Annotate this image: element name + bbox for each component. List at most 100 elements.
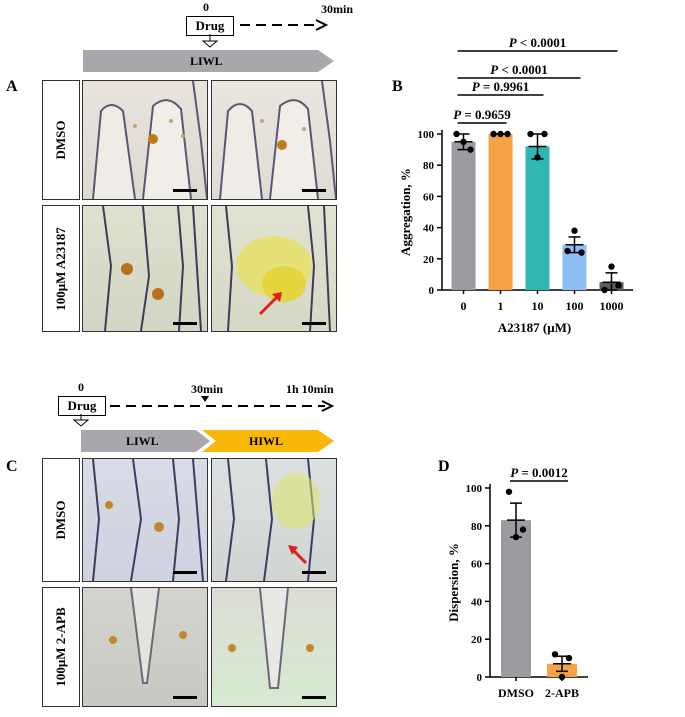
drug-label: Drug (195, 18, 225, 33)
data-point (534, 154, 541, 161)
liwl-label-a: LIWL (190, 54, 223, 68)
bar (501, 520, 531, 677)
drug-down-arrow-icon (72, 414, 90, 427)
scale-bar (302, 696, 326, 699)
scale-bar (173, 696, 197, 699)
y-tick-label: 80 (423, 160, 435, 172)
timeline-a-end: 30min (321, 2, 354, 16)
significance-label: P = 0.9961 (472, 79, 530, 94)
chart-b: 0 20 40 60 80 100 Aggregation, % 0 1 10 100 1000 A23… (398, 38, 633, 335)
y-tick-label: 20 (471, 634, 483, 646)
micrograph-a-dmso-after (211, 80, 337, 200)
micrograph-c-dmso-after (211, 458, 337, 582)
micrograph-c-2apb-after (211, 587, 337, 707)
panel-letter-c: C (6, 458, 18, 475)
panel-letter-b: B (392, 78, 403, 95)
timeline-a-arrows (83, 19, 334, 72)
x-tick-label: DMSO (498, 686, 534, 700)
scale-bar (302, 322, 326, 325)
scale-bar (173, 571, 197, 574)
x-tick-label: 1000 (600, 299, 624, 313)
data-point (615, 282, 622, 289)
significance-label: P < 0.0001 (509, 38, 567, 50)
micrograph-c-dmso-before (82, 458, 208, 582)
data-point (453, 130, 460, 138)
data-point (565, 654, 573, 662)
data-point (601, 286, 608, 294)
micrograph-a-a23187-after (211, 205, 337, 332)
x-tick-label: 100 (566, 299, 584, 313)
timeline-a-start: 0 (203, 0, 209, 14)
data-point (460, 138, 467, 145)
significance-label: P = 0.0012 (510, 465, 568, 480)
chart-d: 0 20 40 60 80 100 Dispersion, % DMSO 2-APB P = 0.… (446, 465, 588, 700)
data-point (467, 146, 474, 153)
y-tick-label: 0 (429, 285, 435, 297)
timeline-c-arrowhead-icon (321, 400, 335, 412)
timeline-c-arrows (72, 396, 335, 452)
data-point (578, 249, 585, 256)
hiwl-bar-c (202, 430, 334, 452)
row-label-c-2apb: 100μM 2-APB (42, 587, 80, 707)
x-tick-label: 10 (532, 299, 544, 313)
y-axis-label: Dispersion, % (446, 543, 461, 622)
liwl-label-c: LIWL (126, 434, 159, 448)
timepoint-marker-icon (201, 396, 209, 402)
liwl-bar-a (83, 50, 334, 72)
data-point (527, 130, 534, 138)
data-point (551, 651, 559, 658)
y-tick-label: 0 (477, 672, 483, 684)
scale-bar (173, 189, 197, 192)
y-tick-label: 100 (466, 483, 483, 495)
data-point (497, 130, 504, 138)
x-tick-label: 1 (498, 299, 504, 313)
y-axis-label: Aggregation, % (398, 168, 413, 256)
data-point (504, 130, 511, 138)
drug-down-arrow-icon (201, 34, 219, 48)
data-point (512, 533, 520, 541)
data-point (519, 526, 527, 533)
x-tick-label: 0 (461, 299, 467, 313)
data-point (541, 130, 548, 138)
timeline-c-end: 1h 10min (286, 382, 334, 396)
significance-label: P = 0.9659 (453, 107, 511, 122)
timeline-a-arrowhead-icon (315, 19, 329, 31)
x-axis-label: A23187 (μM) (498, 320, 571, 335)
timeline-c-mid: 30min (191, 382, 224, 396)
bar (525, 146, 550, 290)
drug-label: Drug (67, 398, 97, 413)
data-point (490, 130, 497, 138)
x-tick-label: 2-APB (545, 686, 579, 700)
y-tick-label: 60 (471, 559, 483, 571)
panel-letter-d: D (438, 458, 450, 475)
micrograph-c-2apb-before (82, 587, 208, 707)
timeline-c-start: 0 (78, 380, 84, 394)
red-arrow-icon (258, 294, 280, 316)
row-label-c-dmso: DMSO (42, 458, 80, 582)
row-label-a-a23187: 100μM A23187 (42, 205, 80, 332)
significance-label: P < 0.0001 (490, 62, 548, 77)
y-tick-label: 40 (471, 596, 483, 608)
timeline-a-drug-box: Drug (186, 16, 234, 36)
y-tick-label: 100 (418, 129, 435, 141)
scale-bar (302, 571, 326, 574)
data-point (564, 247, 571, 255)
data-point (571, 227, 578, 234)
y-tick-label: 40 (423, 223, 435, 235)
panel-letter-a: A (6, 78, 18, 95)
data-point (505, 488, 513, 495)
data-point (608, 263, 615, 270)
timeline-c-drug-box: Drug (58, 396, 106, 416)
y-tick-label: 20 (423, 254, 435, 266)
bar (451, 141, 476, 290)
scale-bar (173, 322, 197, 325)
micrograph-a-a23187-before (82, 205, 208, 332)
bar (488, 134, 513, 290)
liwl-bar-c (81, 430, 210, 452)
y-tick-label: 80 (471, 521, 483, 533)
micrograph-a-dmso-before (82, 80, 208, 200)
y-tick-label: 60 (423, 191, 435, 203)
row-label-a-dmso: DMSO (42, 80, 80, 200)
scale-bar (302, 189, 326, 192)
hiwl-label-c: HIWL (249, 434, 284, 448)
